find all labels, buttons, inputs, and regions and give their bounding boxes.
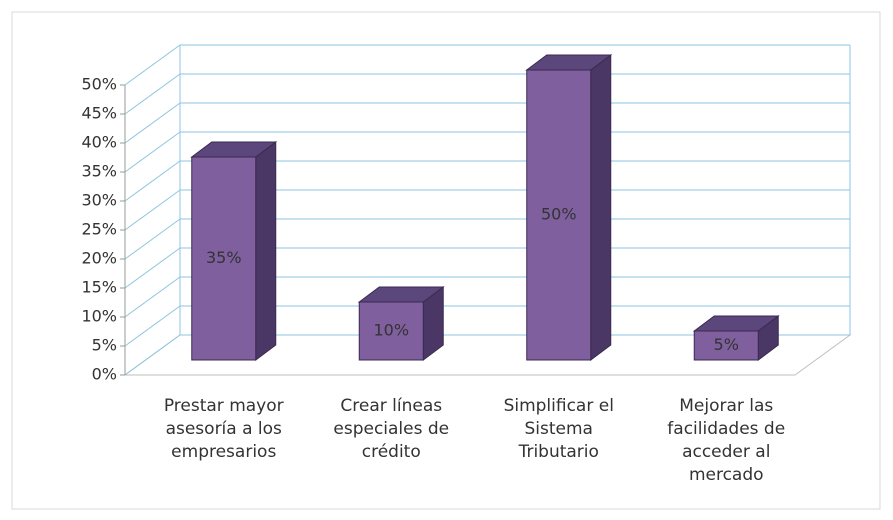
x-tick-label: Mejorar las facilidades de acceder al me… xyxy=(667,396,786,485)
y-tick-label: 0% xyxy=(92,365,117,384)
chart-border xyxy=(11,11,881,510)
grid-line-side xyxy=(124,44,181,86)
bar xyxy=(191,156,257,361)
grid-line-side xyxy=(124,131,181,173)
value-label: 35% xyxy=(206,248,242,267)
grid-line-side xyxy=(124,189,181,231)
y-tick-label: 40% xyxy=(81,133,117,152)
y-tick-label: 30% xyxy=(81,191,117,210)
bar xyxy=(358,301,424,361)
grid-line-side xyxy=(124,73,181,115)
grid-line-side xyxy=(124,160,181,202)
y-tick-label: 5% xyxy=(92,336,117,355)
value-label: 10% xyxy=(373,321,409,340)
bar-side xyxy=(255,141,277,361)
y-tick-label: 15% xyxy=(81,278,117,297)
grid-line-side xyxy=(124,334,181,376)
bar xyxy=(526,69,592,361)
value-label: 5% xyxy=(714,335,739,354)
y-tick-label: 50% xyxy=(81,75,117,94)
grid-line-side xyxy=(124,247,181,289)
bar xyxy=(693,330,759,361)
y-tick-label: 10% xyxy=(81,307,117,326)
x-tick-label: Prestar mayor asesoría a los empresarios xyxy=(163,396,284,462)
y-tick-label: 45% xyxy=(81,104,117,123)
y-tick-label: 25% xyxy=(81,220,117,239)
x-tick-label: Simplificar el Sistema Tributario xyxy=(503,396,614,462)
bar-side xyxy=(590,54,612,361)
grid-line-side xyxy=(124,276,181,318)
grid-line-side xyxy=(124,218,181,260)
y-tick-label: 20% xyxy=(81,249,117,268)
value-label: 50% xyxy=(541,205,577,224)
x-tick-label: Crear líneas especiales de crédito xyxy=(333,396,450,462)
grid-line-side xyxy=(124,102,181,144)
y-tick-label: 35% xyxy=(81,162,117,181)
grid-line-side xyxy=(124,305,181,347)
